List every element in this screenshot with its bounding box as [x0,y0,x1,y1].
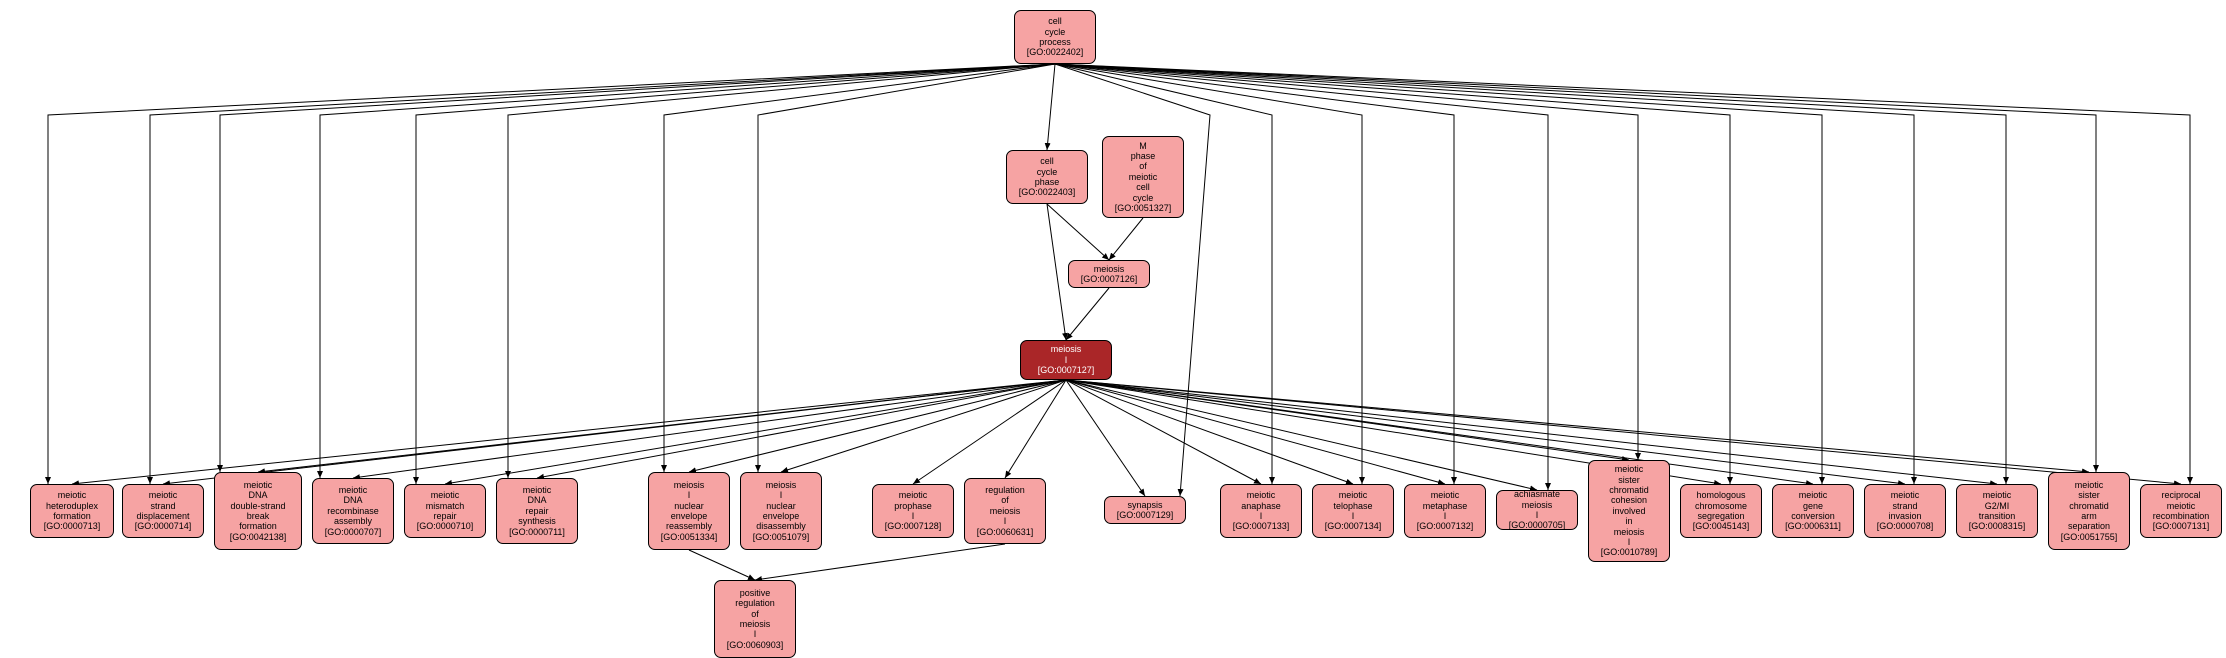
go-node-m_phase[interactable]: M phase of meiotic cell cycle [GO:005132… [1102,136,1184,218]
edge-meiosis_I-dsb_formation [258,380,1066,472]
node-label: meiotic DNA recombinase assembly [GO:000… [325,485,382,537]
edge-meiosis_I-strand_displacement [163,380,1066,484]
node-label: homologous chromosome segregation [GO:00… [1693,490,1750,531]
go-node-cell_cycle_phase[interactable]: cell cycle phase [GO:0022403] [1006,150,1088,204]
node-label: meiotic DNA double-strand break formatio… [230,480,287,542]
edge-meiosis_I-gene_conversion [1066,380,1813,484]
ontology-diagram: cell cycle process [GO:0022402] cell cycl… [0,0,2226,642]
node-label: meiosis I [GO:0007127] [1038,344,1095,375]
edge-cell_cycle_process-strand_displacement [150,64,1055,484]
go-node-meiotic_prophase[interactable]: meiotic prophase I [GO:0007128] [872,484,954,538]
node-label: meiotic prophase I [GO:0007128] [885,490,942,531]
go-node-cell_cycle_process[interactable]: cell cycle process [GO:0022402] [1014,10,1096,64]
node-label: meiotic metaphase I [GO:0007132] [1417,490,1474,531]
node-label: reciprocal meiotic recombination [GO:000… [2153,490,2210,531]
node-label: meiotic sister chromatid arm separation … [2061,480,2118,542]
go-node-meiosis_I[interactable]: meiosis I [GO:0007127] [1020,340,1112,380]
go-node-strand_displacement[interactable]: meiotic strand displacement [GO:0000714] [122,484,204,538]
node-label: meiotic G2/MI transition [GO:0008315] [1969,490,2026,531]
edge-meiosis_I-g2mi_transition [1066,380,1997,484]
edge-meiosis_I-synapsis [1066,380,1145,496]
node-label: achiasmate meiosis I [GO:0000705] [1509,490,1566,530]
edge-cell_cycle_process-arm_separation [1055,64,2096,472]
go-node-heteroduplex[interactable]: meiotic heteroduplex formation [GO:00007… [30,484,114,538]
go-node-reg_meiosis_I[interactable]: regulation of meiosis I [GO:0060631] [964,478,1046,544]
go-node-metaphase[interactable]: meiotic metaphase I [GO:0007132] [1404,484,1486,538]
edge-meiosis_I-anaphase [1066,380,1261,484]
go-node-telophase[interactable]: meiotic telophase I [GO:0007134] [1312,484,1394,538]
edge-meiosis_I-nuc_env_reasm [689,380,1066,472]
go-node-recombinase_asm[interactable]: meiotic DNA recombinase assembly [GO:000… [312,478,394,544]
edge-cell_cycle_process-homologous_seg [1055,64,1730,484]
node-label: meiotic strand displacement [GO:0000714] [135,490,192,531]
go-node-anaphase[interactable]: meiotic anaphase I [GO:0007133] [1220,484,1302,538]
edge-nuc_env_reasm-pos_reg_meiosis_I [689,550,755,580]
node-label: meiotic telophase I [GO:0007134] [1325,490,1382,531]
go-node-achiasmate[interactable]: achiasmate meiosis I [GO:0000705] [1496,490,1578,530]
node-label: M phase of meiotic cell cycle [GO:005132… [1115,141,1172,213]
node-label: meiotic anaphase I [GO:0007133] [1233,490,1290,531]
edge-meiosis_I-arm_separation [1066,380,2089,472]
edge-meiosis_I-recombinase_asm [353,380,1066,478]
go-node-meiosis[interactable]: meiosis [GO:0007126] [1068,260,1150,288]
edge-cell_cycle_phase-meiosis_I [1047,204,1066,340]
go-node-mismatch_repair[interactable]: meiotic mismatch repair [GO:0000710] [404,484,486,538]
node-label: meiotic heteroduplex formation [GO:00007… [44,490,101,531]
edge-meiosis_I-sister_cohesion [1066,380,1629,460]
go-node-g2mi_transition[interactable]: meiotic G2/MI transition [GO:0008315] [1956,484,2038,538]
edge-cell_cycle_process-nuc_env_reasm [664,64,1055,472]
edge-cell_cycle_process-mismatch_repair [416,64,1055,484]
node-label: meiosis I nuclear envelope reassembly [G… [661,480,718,542]
edge-cell_cycle_process-g2mi_transition [1055,64,2006,484]
node-label: meiotic DNA repair synthesis [GO:0000711… [509,485,565,537]
edge-meiosis_I-strand_invasion [1066,380,1905,484]
node-label: cell cycle phase [GO:0022403] [1019,156,1076,197]
go-node-nuc_env_disasm[interactable]: meiosis I nuclear envelope disassembly [… [740,472,822,550]
node-label: cell cycle process [GO:0022402] [1027,16,1084,57]
edge-m_phase-meiosis [1109,218,1143,260]
node-label: synapsis [GO:0007129] [1117,500,1174,521]
edge-cell_cycle_process-reciprocal_recomb [1055,64,2190,484]
edge-cell_cycle_process-gene_conversion [1055,64,1822,484]
edge-meiosis_I-dna_repair_syn [537,380,1066,478]
edge-meiosis_I-telophase [1066,380,1353,484]
go-node-sister_cohesion[interactable]: meiotic sister chromatid cohesion involv… [1588,460,1670,562]
node-label: meiotic mismatch repair [GO:0000710] [417,490,474,531]
go-node-reciprocal_recomb[interactable]: reciprocal meiotic recombination [GO:000… [2140,484,2222,538]
node-label: meiotic gene conversion [GO:0006311] [1785,490,1841,531]
go-node-dsb_formation[interactable]: meiotic DNA double-strand break formatio… [214,472,302,550]
edge-cell_cycle_process-heteroduplex [48,64,1055,484]
node-label: regulation of meiosis I [GO:0060631] [977,485,1034,537]
edge-cell_cycle_phase-meiosis [1047,204,1109,260]
go-node-pos_reg_meiosis_I[interactable]: positive regulation of meiosis I [GO:006… [714,580,796,658]
go-node-dna_repair_syn[interactable]: meiotic DNA repair synthesis [GO:0000711… [496,478,578,544]
go-node-arm_separation[interactable]: meiotic sister chromatid arm separation … [2048,472,2130,550]
edge-cell_cycle_process-strand_invasion [1055,64,1914,484]
edge-meiosis_I-meiotic_prophase [913,380,1066,484]
node-label: meiosis [GO:0007126] [1081,264,1138,285]
node-label: meiosis I nuclear envelope disassembly [… [753,480,810,542]
edge-cell_cycle_process-cell_cycle_phase [1047,64,1055,150]
edge-layer [0,0,2226,642]
edge-cell_cycle_process-dsb_formation [220,64,1055,472]
edge-meiosis_I-heteroduplex [72,380,1066,484]
node-label: meiotic sister chromatid cohesion involv… [1601,464,1658,557]
go-node-homologous_seg[interactable]: homologous chromosome segregation [GO:00… [1680,484,1762,538]
edge-meiosis_I-reg_meiosis_I [1005,380,1066,478]
edge-meiosis_I-nuc_env_disasm [781,380,1066,472]
edge-meiosis-meiosis_I [1066,288,1109,340]
node-label: meiotic strand invasion [GO:0000708] [1877,490,1934,531]
node-label: positive regulation of meiosis I [GO:006… [727,588,784,650]
go-node-gene_conversion[interactable]: meiotic gene conversion [GO:0006311] [1772,484,1854,538]
edge-cell_cycle_process-dna_repair_syn [508,64,1055,478]
edge-meiosis_I-mismatch_repair [445,380,1066,484]
go-node-strand_invasion[interactable]: meiotic strand invasion [GO:0000708] [1864,484,1946,538]
edge-meiosis_I-metaphase [1066,380,1445,484]
go-node-synapsis[interactable]: synapsis [GO:0007129] [1104,496,1186,524]
go-node-nuc_env_reasm[interactable]: meiosis I nuclear envelope reassembly [G… [648,472,730,550]
edge-cell_cycle_process-recombinase_asm [320,64,1055,478]
edge-meiosis_I-achiasmate [1066,380,1537,490]
edge-cell_cycle_process-nuc_env_disasm [758,64,1055,472]
